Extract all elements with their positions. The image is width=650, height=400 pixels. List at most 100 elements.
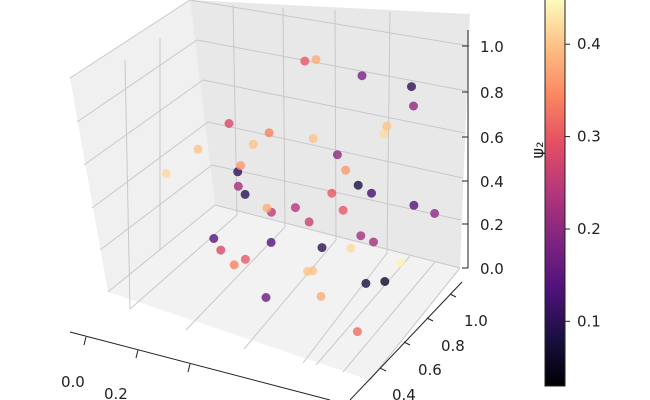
scatter-point (357, 71, 367, 81)
grid-line (282, 7, 286, 228)
colorbar-tick-label: 0.3 (577, 128, 601, 146)
z-tick-label: 0.0 (480, 260, 504, 278)
grid-line (129, 214, 238, 310)
scatter-point (316, 291, 326, 301)
x-tick (187, 363, 191, 373)
scatter-point (240, 189, 250, 199)
scatter-point (380, 277, 390, 286)
axis-lines (69, 30, 469, 400)
y-tick (426, 317, 434, 322)
scatter-point (248, 139, 258, 149)
left-pane (70, 0, 215, 292)
y-axis-line (349, 281, 463, 400)
scatter-point (317, 243, 327, 253)
scatter-point (332, 150, 342, 160)
scatter-point (240, 254, 250, 264)
grid-line (202, 79, 466, 134)
scatter-point (327, 188, 337, 198)
grid-line (76, 39, 198, 123)
scatter-point (161, 168, 171, 178)
scatter-point (264, 128, 274, 138)
scatter-point (430, 208, 440, 218)
scatter-point (290, 203, 300, 213)
grid-line (107, 204, 216, 293)
y-tick (403, 341, 411, 346)
colorbar-tick-label: 0.2 (577, 220, 601, 238)
z-tick-label: 0.6 (480, 129, 504, 147)
scatter-point (261, 293, 271, 302)
scatter-point (311, 55, 321, 65)
scatter-point (209, 234, 219, 243)
grid-line (302, 252, 388, 364)
grid-line (315, 255, 411, 366)
grid-line (91, 121, 209, 209)
y-tick-label: 0.6 (418, 361, 442, 379)
scatter-point (346, 243, 356, 253)
grid-line (342, 261, 436, 373)
scatter-point (262, 203, 272, 213)
tick-labels: 0.0 0.2 0.4 0.6 0.8 1.0 0.0 0.2 0.4 0.6 … (61, 38, 504, 400)
scatter-point (308, 134, 318, 143)
z-tick-label: 1.0 (480, 38, 504, 56)
back-pane (190, 0, 470, 268)
grid-line (214, 204, 461, 269)
y-tick (449, 293, 457, 298)
scatter-point (379, 129, 389, 139)
grid-lines (69, 0, 471, 381)
x-tick-label: 0.0 (61, 373, 85, 391)
scatter-point (341, 165, 351, 175)
x-tick-label: 0.2 (104, 385, 128, 400)
y-tick-label: 0.4 (392, 386, 416, 400)
scatter-point (266, 237, 276, 247)
scatter-point (236, 161, 246, 171)
scatter-point (216, 245, 226, 255)
grid-line (69, 0, 191, 79)
grid-line (232, 4, 238, 216)
colorbar-tick-label: 0.1 (577, 312, 601, 330)
z-tick-label: 0.4 (480, 173, 504, 191)
grid-line (211, 164, 462, 221)
scatter-point (193, 144, 203, 154)
colorbar-tick-label: 0.4 (577, 35, 601, 53)
scatter-point (353, 180, 363, 190)
scatter-point (233, 181, 243, 191)
grid-line (369, 267, 461, 381)
scatter-point (224, 119, 234, 128)
grid-line (334, 9, 337, 241)
z-tick-label: 0.8 (480, 84, 504, 102)
scatter-point (361, 278, 371, 288)
grid-line (196, 39, 468, 92)
x-axis-line (69, 331, 331, 400)
grid-line (386, 11, 391, 254)
scatter-point (369, 237, 378, 247)
scatter-point (352, 327, 362, 337)
scatter-point (338, 205, 348, 215)
floor-pane (108, 205, 460, 380)
scatter-point (229, 260, 239, 270)
scatter-point (367, 188, 376, 198)
scatter-point (356, 231, 366, 241)
scatter-point (409, 101, 418, 111)
z-tick-label: 0.2 (480, 216, 504, 234)
grid-line (189, 0, 471, 47)
scatter-point (308, 266, 318, 276)
scatter-points (161, 55, 440, 337)
z-axis-label: ψ₂ (528, 142, 547, 159)
x-tick (135, 349, 139, 359)
scatter-point (396, 258, 406, 268)
grid-line (124, 59, 131, 310)
scatter-point (300, 56, 310, 66)
scatter-point (409, 200, 419, 210)
y-tick-label: 1.0 (464, 312, 488, 330)
colorbar: 0.1 0.2 0.3 0.4 (544, 0, 601, 387)
y-tick (379, 367, 387, 372)
grid-line (243, 239, 337, 350)
grid-line (99, 164, 213, 251)
axes-panes (70, 0, 470, 380)
x-tick (83, 336, 87, 346)
colorbar-gradient (544, 0, 566, 387)
scatter-point (382, 121, 392, 131)
grid-line (83, 79, 204, 166)
scatter-point (304, 217, 314, 227)
